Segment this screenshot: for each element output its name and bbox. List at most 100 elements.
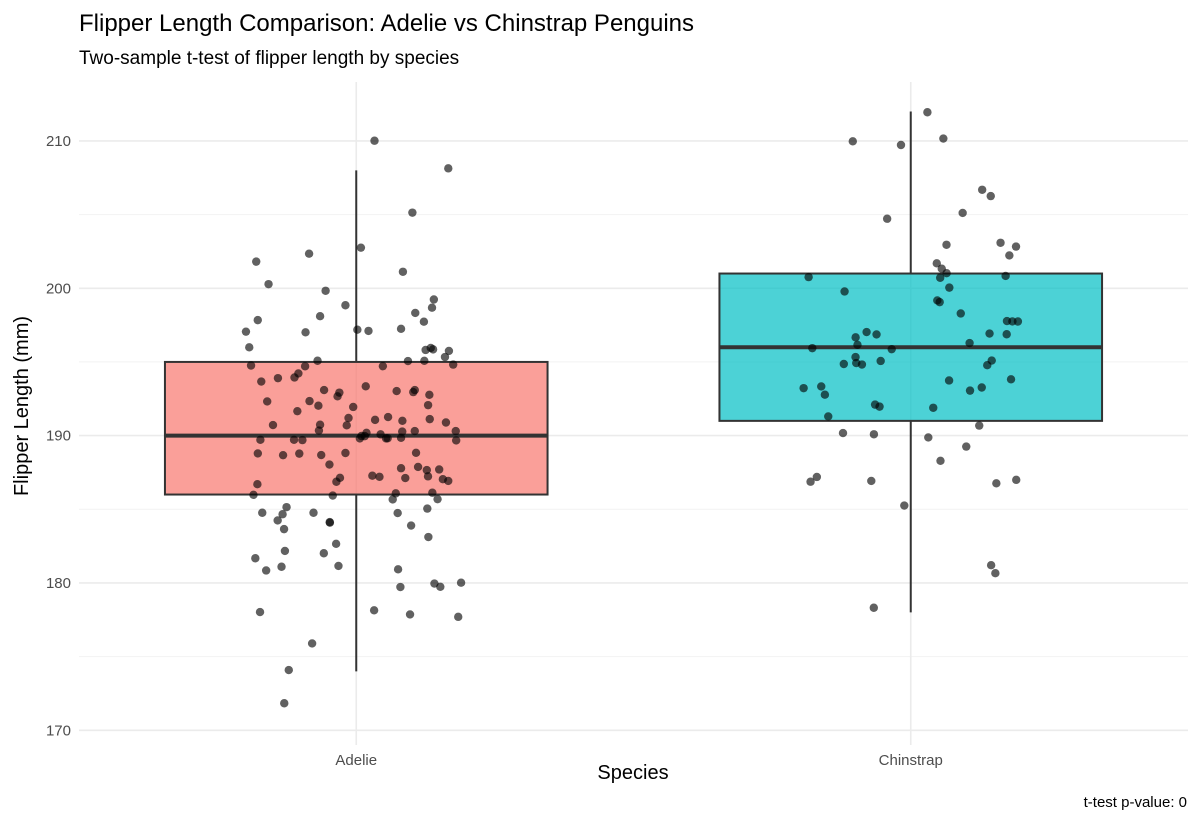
data-point-adelie [314, 401, 323, 410]
data-point-chinstrap [806, 477, 815, 486]
data-point-adelie [290, 373, 299, 382]
data-point-adelie [304, 249, 314, 258]
data-point-adelie [279, 524, 289, 534]
data-point-chinstrap [1002, 316, 1012, 326]
data-point-adelie [321, 286, 330, 295]
data-point-chinstrap [840, 287, 849, 296]
data-point-chinstrap [838, 428, 848, 438]
data-point-adelie [423, 472, 433, 481]
data-point-adelie [255, 607, 265, 617]
data-point-adelie [333, 392, 342, 401]
data-point-chinstrap [853, 340, 862, 350]
data-point-adelie [441, 418, 451, 427]
data-point-chinstrap [933, 296, 942, 305]
data-point-chinstrap [986, 191, 995, 201]
chart-subtitle: Two-sample t-test of flipper length by s… [79, 48, 459, 69]
data-point-chinstrap [929, 403, 938, 412]
data-point-adelie [411, 448, 421, 457]
data-point-adelie [332, 477, 341, 486]
data-point-chinstrap [862, 327, 871, 337]
data-point-adelie [284, 665, 293, 675]
data-point-chinstrap [996, 238, 1005, 247]
data-point-chinstrap [985, 329, 994, 338]
data-point-adelie [305, 396, 314, 406]
data-point-chinstrap [851, 333, 860, 342]
data-point-adelie [307, 639, 317, 648]
data-point-adelie [293, 406, 302, 416]
data-point-adelie [289, 435, 299, 444]
p-value-caption: t-test p-value: 0 [1084, 794, 1187, 811]
data-point-adelie [454, 612, 463, 622]
data-point-chinstrap [887, 344, 896, 354]
data-point-chinstrap [991, 569, 1000, 578]
data-point-adelie [317, 450, 326, 460]
data-point-adelie [436, 582, 445, 592]
data-point-adelie [353, 325, 362, 334]
data-point-adelie [263, 397, 272, 406]
data-point-adelie [253, 480, 262, 489]
data-point-chinstrap [799, 383, 808, 393]
data-point-chinstrap [876, 356, 885, 366]
data-point-chinstrap [817, 382, 826, 391]
data-point-adelie [369, 606, 379, 615]
data-point-adelie [392, 386, 401, 396]
data-point-chinstrap [896, 140, 906, 150]
data-point-adelie [278, 450, 288, 460]
data-point-adelie [278, 510, 287, 519]
data-point-chinstrap [1005, 251, 1014, 260]
box-adelie [163, 360, 549, 496]
data-point-adelie [241, 327, 251, 336]
data-point-adelie [264, 279, 273, 289]
data-point-adelie [408, 208, 417, 217]
data-point-chinstrap [924, 433, 933, 442]
data-point-chinstrap [869, 430, 879, 439]
data-point-adelie [341, 301, 350, 310]
data-point-adelie [428, 488, 437, 497]
data-point-adelie [314, 426, 324, 435]
data-point-adelie [444, 346, 454, 356]
x-axis-title: Species [597, 762, 668, 784]
data-point-adelie [433, 494, 442, 504]
data-point-chinstrap [956, 309, 965, 318]
data-point-adelie [370, 136, 379, 145]
data-point-adelie [444, 164, 453, 173]
jitter-points-layer [241, 108, 1023, 708]
data-point-adelie [411, 308, 420, 318]
data-point-adelie [398, 267, 408, 276]
data-point-adelie [419, 317, 429, 326]
data-point-adelie [413, 462, 423, 472]
data-point-adelie [252, 257, 261, 266]
data-point-adelie [309, 508, 318, 517]
data-point-chinstrap [942, 268, 951, 278]
data-point-adelie [253, 449, 263, 458]
data-point-adelie [403, 356, 413, 366]
data-point-adelie [331, 539, 341, 549]
data-point-adelie [424, 532, 433, 542]
data-point-adelie [257, 377, 266, 386]
data-point-chinstrap [1012, 475, 1021, 485]
data-point-adelie [434, 465, 444, 474]
data-point-adelie [277, 562, 286, 571]
data-point-adelie [328, 491, 337, 500]
data-point-adelie [280, 546, 290, 556]
y-tick-label: 180 [46, 575, 71, 592]
data-point-chinstrap [1001, 271, 1010, 281]
data-point-chinstrap [977, 383, 986, 392]
y-tick-label: 200 [46, 280, 71, 297]
data-point-adelie [253, 315, 262, 325]
data-point-adelie [427, 303, 437, 312]
data-point-chinstrap [935, 273, 945, 282]
data-point-adelie [393, 508, 402, 518]
data-point-adelie [398, 416, 407, 425]
data-point-adelie [396, 582, 405, 592]
data-point-adelie [383, 412, 393, 422]
data-point-adelie [440, 352, 450, 362]
data-point-adelie [325, 460, 334, 469]
data-point-adelie [245, 343, 254, 352]
data-point-adelie [401, 473, 410, 483]
data-point-chinstrap [992, 479, 1001, 488]
data-point-adelie [410, 426, 419, 436]
data-point-adelie [451, 426, 460, 436]
data-point-adelie [383, 434, 392, 443]
data-point-chinstrap [945, 283, 954, 292]
